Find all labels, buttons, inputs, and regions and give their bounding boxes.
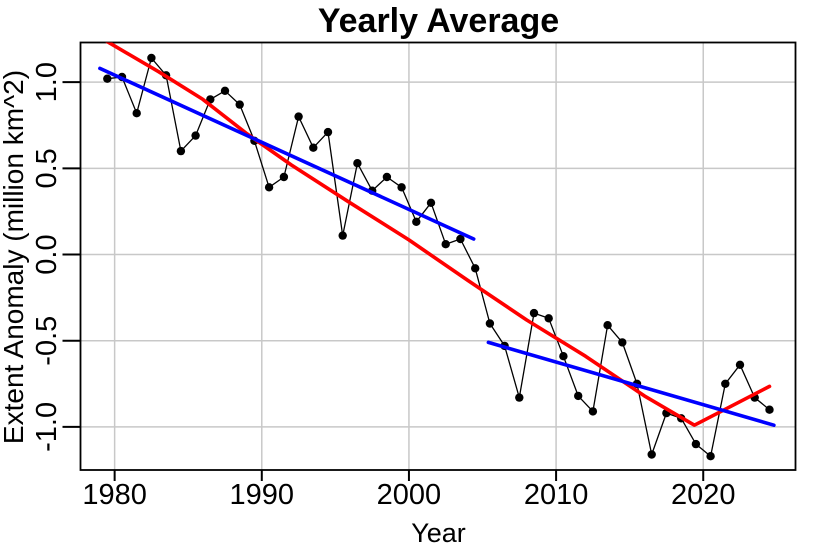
- x-tick-label-2020: 2020: [671, 479, 736, 511]
- data-point-2013: [603, 321, 612, 330]
- data-point-2007: [515, 393, 524, 402]
- plot-border: [79, 41, 797, 471]
- data-point-2008: [529, 308, 539, 318]
- data-point-1988: [235, 100, 244, 109]
- y-tick-label-1.0: 1.0: [31, 62, 63, 102]
- x-axis-title: Year: [411, 518, 466, 548]
- y-tick-label-0.5: 0.5: [31, 148, 63, 188]
- x-tick-label-2000: 2000: [377, 479, 442, 511]
- y-tick-label--1.0: -1.0: [31, 402, 63, 452]
- x-tick-label-1990: 1990: [230, 479, 295, 511]
- x-tick-label-2010: 2010: [524, 479, 589, 511]
- data-point-1995: [338, 231, 347, 240]
- data-point-2024: [765, 405, 774, 414]
- x-tick-label-1980: 1980: [82, 479, 147, 511]
- data-point-1992: [294, 112, 303, 121]
- data-point-2003: [456, 234, 465, 244]
- data-point-2021: [721, 379, 730, 388]
- data-point-1998: [382, 172, 392, 182]
- data-point-1993: [309, 143, 318, 152]
- data-point-2022: [735, 360, 745, 369]
- data-point-1994: [323, 127, 333, 137]
- trend-red-smooth-line: [105, 42, 772, 428]
- data-point-1987: [220, 86, 230, 96]
- data-point-2019: [691, 439, 701, 449]
- data-point-1999: [397, 183, 406, 192]
- data-point-1981: [132, 109, 141, 118]
- data-point-1982: [147, 53, 156, 63]
- data-point-2005: [485, 319, 495, 328]
- data-point-2001: [426, 198, 436, 207]
- data-point-2010: [559, 352, 568, 361]
- fit-blue-1979-2004-line: [98, 66, 476, 241]
- data-point-2002: [441, 240, 450, 249]
- y-tick-label--0.5: -0.5: [31, 316, 63, 366]
- data-point-1979: [103, 74, 112, 83]
- data-point-2011: [574, 391, 583, 401]
- data-point-2009: [544, 314, 553, 323]
- data-point-1984: [176, 146, 186, 156]
- data-point-2012: [588, 407, 598, 416]
- data-point-1991: [279, 172, 289, 182]
- y-axis-title: Extent Anomaly (million km^2): [0, 69, 29, 445]
- data-point-2000: [412, 217, 421, 226]
- data-point-1990: [264, 183, 274, 192]
- data-point-2020: [706, 452, 715, 461]
- data-point-2014: [618, 338, 627, 347]
- y-tick-label-0.0: 0.0: [31, 234, 63, 274]
- data-point-2016: [647, 450, 656, 459]
- data-point-1985: [191, 131, 200, 140]
- chart-title: Yearly Average: [317, 2, 560, 40]
- data-point-1996: [353, 159, 362, 168]
- data-point-2004: [471, 264, 480, 273]
- fit-blue-2005-2024-line: [486, 340, 776, 428]
